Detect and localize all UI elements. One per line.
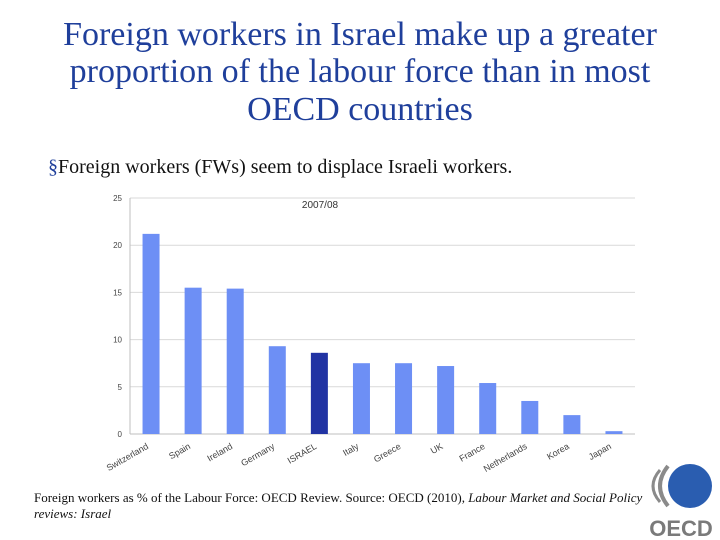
x-tick-label: Korea <box>545 441 571 462</box>
y-tick-label: 20 <box>113 241 122 250</box>
x-tick-label: France <box>457 441 486 464</box>
bullet-point: §Foreign workers (FWs) seem to displace … <box>48 156 688 179</box>
figure-caption: Foreign workers as % of the Labour Force… <box>34 490 644 523</box>
x-tick-label: Ireland <box>205 441 234 463</box>
caption-publication: Labour Market and Social Policy reviews:… <box>34 490 643 522</box>
caption-source: Foreign workers as % of the Labour Force… <box>34 490 469 505</box>
bullet-text: Foreign workers (FWs) seem to displace I… <box>58 156 513 178</box>
bar <box>521 400 539 434</box>
y-tick-label: 10 <box>113 336 122 345</box>
oecd-logo: OECD <box>649 464 713 540</box>
svg-text:OECD: OECD <box>649 516 713 540</box>
bar <box>268 346 286 434</box>
bars <box>142 233 623 434</box>
x-tick-labels: Switzerland Spain Ireland Germany ISRAEL Ital… <box>105 441 613 474</box>
bar <box>479 383 497 434</box>
bar <box>563 415 581 434</box>
bar-chart: 0 5 10 15 20 25 Switzerland Spain Ireland German… <box>105 194 635 474</box>
chart-title: 2007/08 <box>302 200 339 211</box>
bar <box>352 363 370 434</box>
y-tick-labels: 0 5 10 15 20 25 <box>113 194 122 439</box>
bar <box>395 363 413 434</box>
gridlines <box>129 197 635 435</box>
x-tick-label: Germany <box>239 441 276 468</box>
y-tick-label: 25 <box>113 194 122 203</box>
y-tick-label: 0 <box>118 430 123 439</box>
x-tick-label: Netherlands <box>482 441 529 474</box>
x-tick-label: Greece <box>372 441 403 464</box>
y-tick-label: 15 <box>113 288 122 297</box>
x-tick-label: Switzerland <box>105 441 150 473</box>
bar <box>184 287 202 434</box>
y-tick-label: 5 <box>118 383 123 392</box>
bar <box>142 233 160 434</box>
slide-title: Foreign workers in Israel make up a grea… <box>63 16 657 128</box>
x-tick-label: Italy <box>341 441 361 458</box>
bar <box>437 366 455 434</box>
x-tick-label: Japan <box>587 441 613 462</box>
bar <box>226 288 244 434</box>
x-tick-label: UK <box>429 441 445 456</box>
bar <box>310 352 328 434</box>
x-tick-label: Spain <box>167 441 192 461</box>
x-tick-label: ISRAEL <box>286 441 319 466</box>
bar <box>605 431 623 434</box>
bullet-marker: § <box>48 156 58 178</box>
